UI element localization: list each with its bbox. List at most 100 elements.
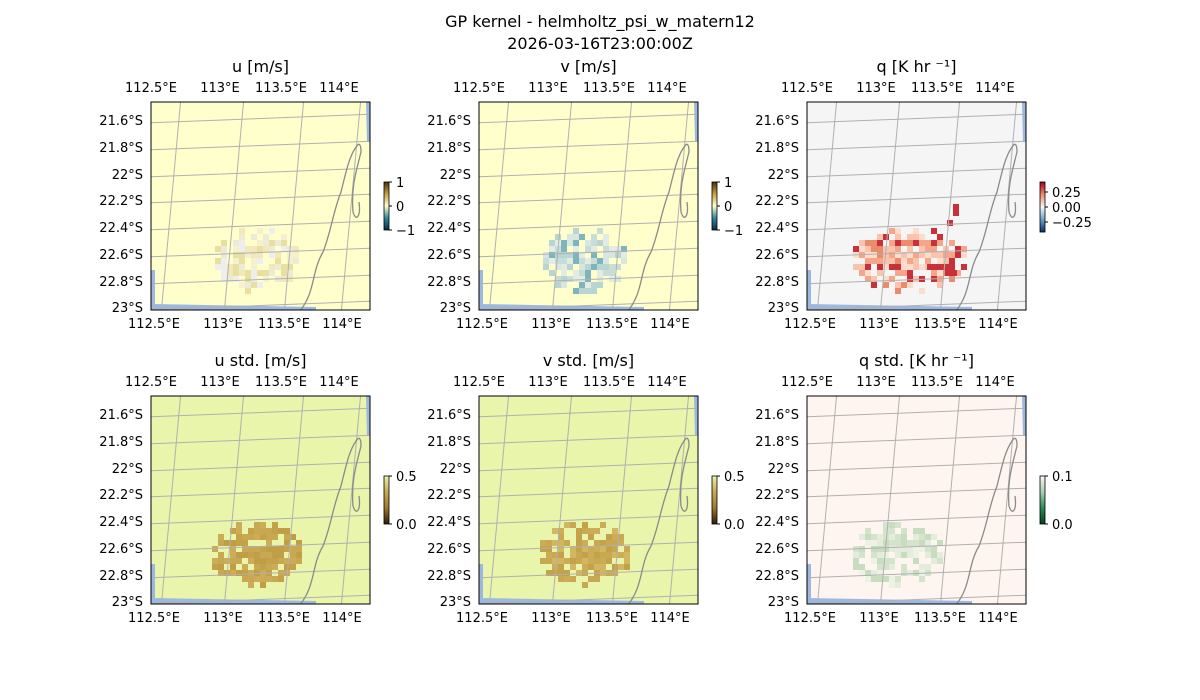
y-tick-label: 21.6°S — [99, 408, 143, 423]
y-tick-label: 22.6°S — [427, 542, 471, 557]
x-tick-label-top: 112.5°E — [125, 375, 177, 390]
x-tick-label-bottom: 112.5°E — [784, 317, 836, 332]
y-tick-label: 22.4°S — [755, 221, 799, 236]
colorbar-tick-label: 0.1 — [1052, 470, 1073, 485]
x-tick-label-top: 113.5°E — [255, 81, 307, 96]
plot-frame — [478, 395, 699, 605]
y-tick-label: 21.6°S — [427, 114, 471, 129]
y-tick-label: 22.8°S — [755, 275, 799, 290]
y-tick-label: 21.6°S — [755, 408, 799, 423]
y-tick-label: 21.8°S — [427, 141, 471, 156]
y-tick-label: 22.8°S — [755, 569, 799, 584]
x-tick-label-top: 113°E — [200, 375, 240, 390]
x-tick-label-bottom: 114°E — [650, 317, 690, 332]
x-tick-label-bottom: 114°E — [650, 611, 690, 626]
panel-title: v [m/s] — [560, 57, 616, 76]
x-tick-label-bottom: 112.5°E — [456, 317, 508, 332]
x-tick-label-top: 114°E — [319, 375, 359, 390]
x-tick-label-bottom: 114°E — [322, 317, 362, 332]
colorbar-tick-label: 1 — [724, 176, 732, 191]
y-tick-label: 22°S — [440, 168, 471, 183]
x-tick-label-bottom: 113.5°E — [914, 317, 966, 332]
y-tick-label: 22.2°S — [427, 194, 471, 209]
y-tick-label: 21.6°S — [99, 114, 143, 129]
x-tick-label-bottom: 113°E — [531, 317, 571, 332]
y-tick-label: 22.2°S — [99, 194, 143, 209]
y-tick-label: 22.4°S — [427, 221, 471, 236]
colorbar-tick-label: 0 — [724, 200, 732, 215]
y-tick-label: 23°S — [112, 595, 143, 610]
y-tick-label: 22°S — [112, 462, 143, 477]
y-tick-label: 22.4°S — [427, 515, 471, 530]
coastline — [627, 437, 690, 604]
y-tick-label: 23°S — [112, 301, 143, 316]
colorbar-tick-label: 0 — [396, 200, 404, 215]
plot-frame — [150, 101, 371, 311]
colorbar-tick-label: 0.0 — [1052, 518, 1073, 533]
y-tick-label: 22.6°S — [427, 248, 471, 263]
x-tick-label-top: 113°E — [528, 375, 568, 390]
plot-frame — [806, 101, 1027, 311]
y-tick-label: 22°S — [112, 168, 143, 183]
coastline — [955, 437, 1018, 604]
x-tick-label-bottom: 112.5°E — [128, 317, 180, 332]
x-tick-label-bottom: 113°E — [531, 611, 571, 626]
graticule — [807, 396, 1026, 604]
plot-frame — [478, 101, 699, 311]
x-tick-label-top: 114°E — [319, 81, 359, 96]
x-tick-label-bottom: 113°E — [859, 317, 899, 332]
colorbar — [1039, 475, 1046, 525]
colorbar-tick-label: −0.25 — [1052, 216, 1092, 231]
y-tick-label: 22.2°S — [755, 488, 799, 503]
figure-suptitle: GP kernel - helmholtz_psi_w_matern12 — [445, 12, 755, 31]
y-tick-label: 22.8°S — [99, 275, 143, 290]
plot-frame — [150, 395, 371, 605]
x-tick-label-bottom: 113.5°E — [586, 317, 638, 332]
colorbar-tick-label: 1 — [396, 176, 404, 191]
map-panel-3: q [K hr ⁻¹] 112.5°E 112.5°E 113°E 113°E 113.5… — [755, 57, 1092, 332]
colorbar-tick-label: 0.5 — [396, 470, 417, 485]
x-tick-label-top: 114°E — [647, 375, 687, 390]
x-tick-label-top: 113.5°E — [911, 81, 963, 96]
colorbar-tick-label: 0.0 — [724, 518, 745, 533]
colorbar — [383, 475, 390, 525]
y-tick-label: 21.6°S — [755, 114, 799, 129]
map-panel-1: u [m/s]112.5°E112.5°E113°E113°E113.5°E11… — [99, 57, 415, 332]
data-patch — [853, 522, 943, 588]
y-tick-label: 22.8°S — [427, 275, 471, 290]
x-tick-label-bottom: 112.5°E — [456, 611, 508, 626]
y-tick-label: 22.6°S — [755, 248, 799, 263]
colorbar-tick-label: −1 — [396, 224, 415, 239]
map-panel-4: u std. [m/s] 112.5°E 112.5°E 113°E 113°E 113.… — [99, 351, 417, 626]
coastline — [955, 143, 1018, 310]
panel-title: u [m/s] — [232, 57, 289, 76]
x-tick-label-top: 113.5°E — [583, 81, 635, 96]
y-tick-label: 21.8°S — [755, 435, 799, 450]
y-tick-label: 23°S — [768, 595, 799, 610]
figure-timestamp: 2026-03-16T23:00:00Z — [507, 34, 693, 53]
y-tick-label: 22°S — [440, 462, 471, 477]
y-tick-label: 22.4°S — [755, 515, 799, 530]
x-tick-label-top: 114°E — [975, 81, 1015, 96]
y-tick-label: 23°S — [440, 301, 471, 316]
x-tick-label-bottom: 114°E — [978, 317, 1018, 332]
colorbar-tick-label: 0.5 — [724, 470, 745, 485]
y-tick-label: 22°S — [768, 462, 799, 477]
graticule — [479, 396, 698, 604]
x-tick-label-top: 112.5°E — [453, 375, 505, 390]
graticule — [807, 102, 1026, 310]
x-tick-label-bottom: 113°E — [203, 611, 243, 626]
x-tick-label-bottom: 112.5°E — [128, 611, 180, 626]
data-patch — [853, 204, 967, 294]
x-tick-label-bottom: 113.5°E — [258, 611, 310, 626]
x-tick-label-bottom: 114°E — [978, 611, 1018, 626]
x-tick-label-top: 113°E — [200, 81, 240, 96]
x-tick-label-top: 113°E — [856, 81, 896, 96]
coastline — [627, 143, 690, 310]
map-panel-2: v [m/s]112.5°E112.5°E113°E113°E113.5°E11… — [427, 57, 743, 332]
x-tick-label-top: 113.5°E — [583, 375, 635, 390]
graticule — [151, 396, 370, 604]
y-tick-label: 22°S — [768, 168, 799, 183]
y-tick-label: 22.6°S — [99, 248, 143, 263]
graticule — [479, 102, 698, 310]
